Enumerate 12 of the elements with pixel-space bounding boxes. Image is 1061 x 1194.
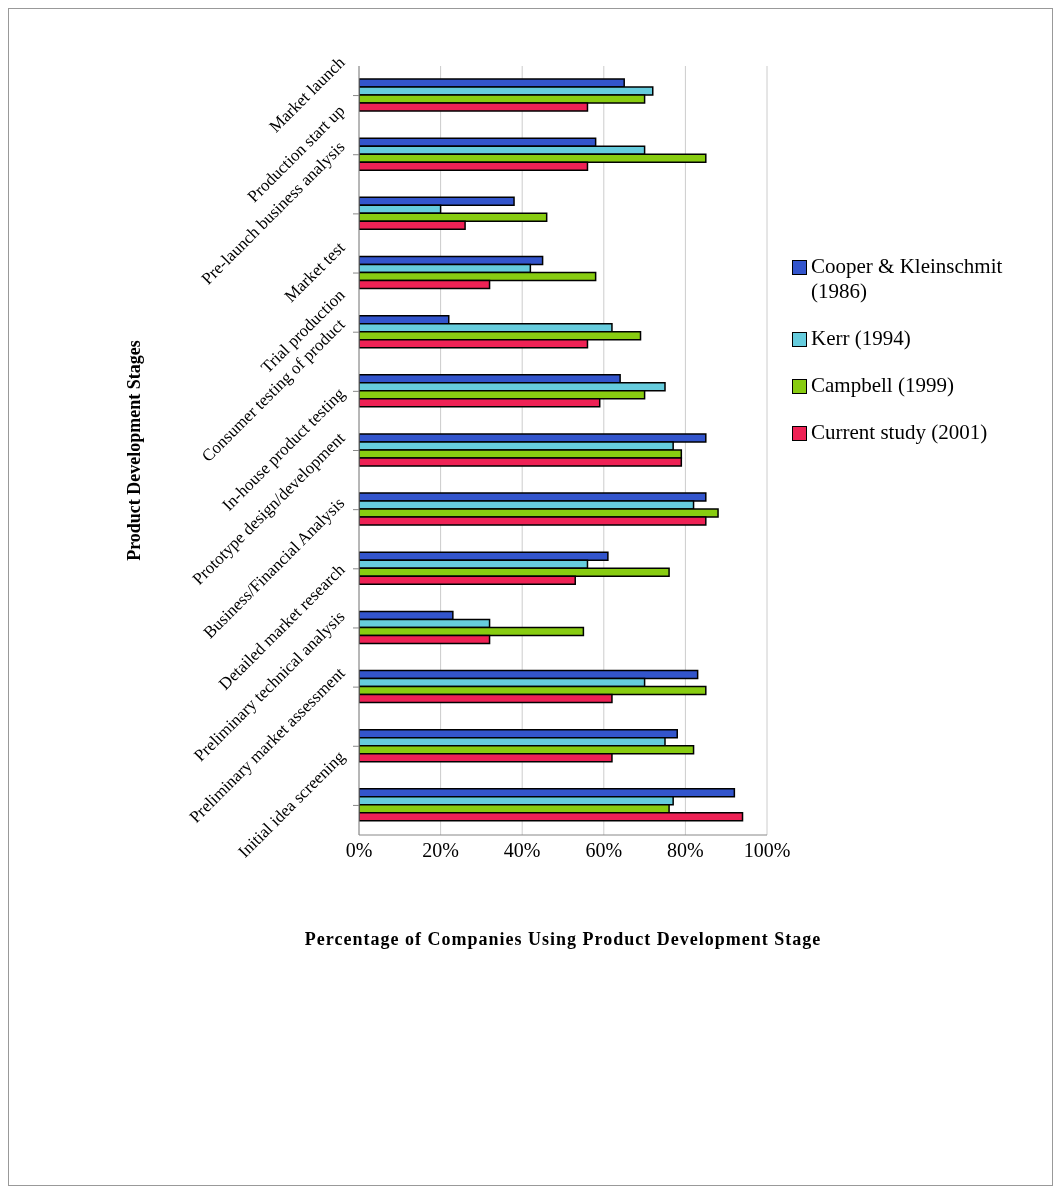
x-tick-label: 0% <box>345 839 373 862</box>
legend-label: Kerr (1994) <box>811 326 911 351</box>
legend-label: Campbell (1999) <box>811 373 954 398</box>
x-tick-label: 40% <box>503 839 541 862</box>
x-tick-label: 60% <box>585 839 623 862</box>
legend-label: Cooper & Kleinschmit (1986) <box>811 254 1004 304</box>
y-axis-title: Product Development Stages <box>124 340 145 561</box>
x-axis-title: Percentage of Companies Using Product Development Stage <box>304 929 822 949</box>
legend-label: Current study (2001) <box>811 420 988 445</box>
x-tick-label: 100% <box>743 839 791 862</box>
x-tick-label: 80% <box>667 839 704 862</box>
x-tick-label: 20% <box>422 839 459 862</box>
